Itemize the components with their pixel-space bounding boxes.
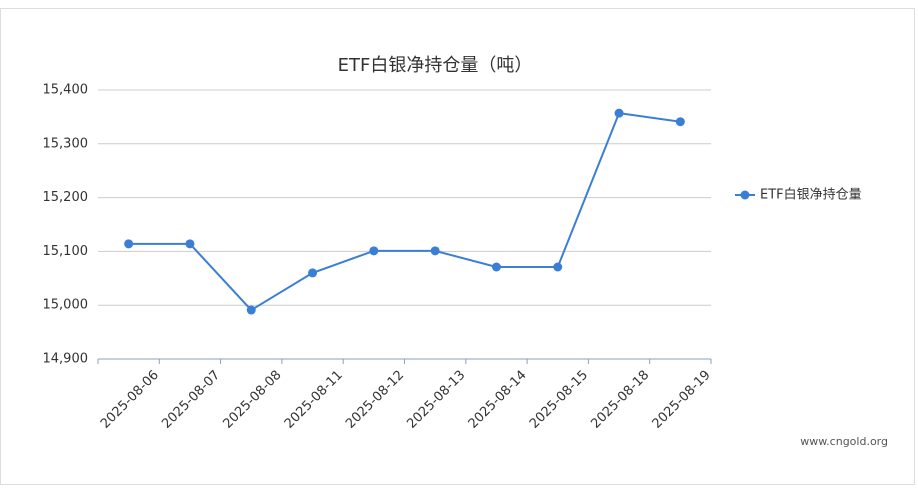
watermark: www.cngold.org <box>800 435 888 448</box>
chart-title: ETF白银净持仓量（吨） <box>338 55 533 76</box>
point <box>675 117 685 127</box>
point <box>553 262 563 272</box>
point <box>614 108 624 118</box>
line <box>128 112 681 312</box>
point <box>308 268 318 278</box>
legend-marker <box>740 190 750 200</box>
y-tick-label: 15,300 <box>43 136 89 151</box>
y-tick-label: 14,900 <box>43 352 89 367</box>
y-tick-label: 15,000 <box>43 298 89 313</box>
legend-label: ETF白银净持仓量 <box>760 187 862 203</box>
y-tick-label: 15,100 <box>43 244 89 259</box>
point <box>430 246 440 256</box>
point <box>124 239 134 249</box>
point <box>491 262 501 272</box>
y-tick-label: 15,200 <box>43 190 89 205</box>
y-tick-label: 15,400 <box>43 83 89 98</box>
frame <box>0 8 915 485</box>
point <box>369 246 379 256</box>
point <box>246 305 256 315</box>
point <box>185 239 195 249</box>
